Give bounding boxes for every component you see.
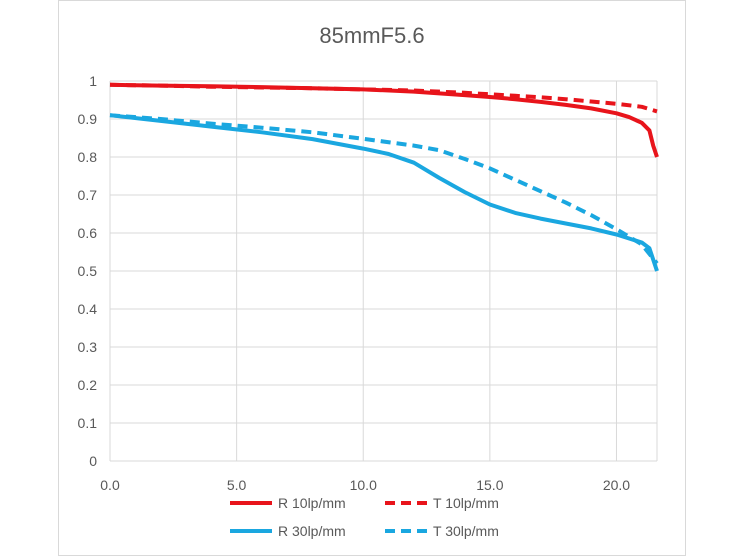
y-tick-label: 0.9 xyxy=(78,111,98,127)
series-line-r-30lp-mm xyxy=(109,113,659,272)
x-axis-ticks: 0.0 5.0 10.0 15.0 20.0 xyxy=(100,477,630,493)
x-tick-label: 5.0 xyxy=(227,477,247,493)
x-tick-label: 20.0 xyxy=(603,477,630,493)
x-tick-label: 10.0 xyxy=(350,477,377,493)
y-tick-label: 0.6 xyxy=(78,225,98,241)
y-tick-label: 0.1 xyxy=(78,415,98,431)
chart-title: 85mmF5.6 xyxy=(319,23,424,48)
y-axis-ticks: 0 0.1 0.2 0.3 0.4 0.5 0.6 0.7 0.8 0.9 1 xyxy=(78,73,98,469)
legend-label: R 10lp/mm xyxy=(278,495,346,511)
chart-frame xyxy=(58,0,686,556)
y-tick-label: 0.7 xyxy=(78,187,98,203)
legend-label: T 30lp/mm xyxy=(433,523,499,539)
y-tick-label: 1 xyxy=(89,73,97,89)
y-tick-label: 0 xyxy=(89,453,97,469)
series-lines xyxy=(109,82,659,272)
legend: R 10lp/mm T 10lp/mm R 30lp/mm T 30lp/mm xyxy=(230,495,499,539)
grid xyxy=(109,80,658,462)
y-tick-label: 0.2 xyxy=(78,377,98,393)
legend-label: R 30lp/mm xyxy=(278,523,346,539)
y-tick-label: 0.4 xyxy=(78,301,98,317)
x-tick-label: 0.0 xyxy=(100,477,120,493)
y-tick-label: 0.3 xyxy=(78,339,98,355)
x-tick-label: 15.0 xyxy=(476,477,503,493)
y-tick-label: 0.8 xyxy=(78,149,98,165)
series-line-t-30lp-mm xyxy=(109,113,659,265)
y-tick-label: 0.5 xyxy=(78,263,98,279)
legend-label: T 10lp/mm xyxy=(433,495,499,511)
